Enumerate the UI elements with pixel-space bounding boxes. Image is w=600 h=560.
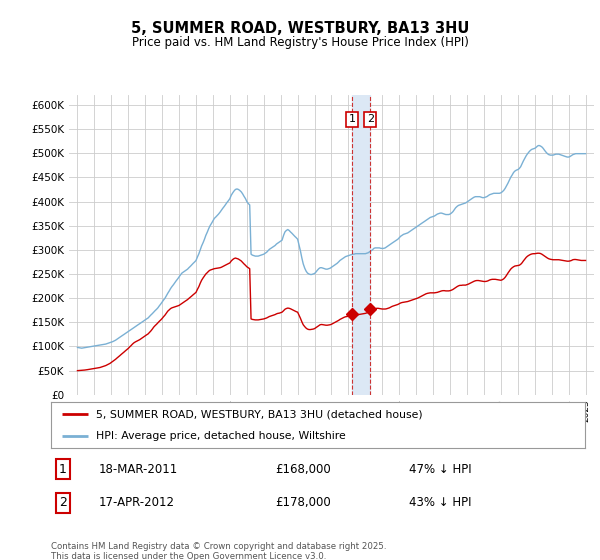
Text: HPI: Average price, detached house, Wiltshire: HPI: Average price, detached house, Wilt… bbox=[97, 431, 346, 441]
Text: 43% ↓ HPI: 43% ↓ HPI bbox=[409, 496, 471, 509]
Text: 1: 1 bbox=[349, 114, 355, 124]
Text: £178,000: £178,000 bbox=[275, 496, 331, 509]
Text: 47% ↓ HPI: 47% ↓ HPI bbox=[409, 463, 472, 476]
Text: Price paid vs. HM Land Registry's House Price Index (HPI): Price paid vs. HM Land Registry's House … bbox=[131, 36, 469, 49]
Text: 18-MAR-2011: 18-MAR-2011 bbox=[99, 463, 178, 476]
Text: £168,000: £168,000 bbox=[275, 463, 331, 476]
Text: 1: 1 bbox=[59, 463, 67, 476]
Text: 5, SUMMER ROAD, WESTBURY, BA13 3HU (detached house): 5, SUMMER ROAD, WESTBURY, BA13 3HU (deta… bbox=[97, 409, 423, 419]
Text: 2: 2 bbox=[367, 114, 374, 124]
Text: 5, SUMMER ROAD, WESTBURY, BA13 3HU: 5, SUMMER ROAD, WESTBURY, BA13 3HU bbox=[131, 21, 469, 36]
Text: 2: 2 bbox=[59, 496, 67, 509]
Text: 17-APR-2012: 17-APR-2012 bbox=[99, 496, 175, 509]
Bar bbox=[352, 95, 370, 395]
Text: Contains HM Land Registry data © Crown copyright and database right 2025.
This d: Contains HM Land Registry data © Crown c… bbox=[51, 542, 386, 560]
